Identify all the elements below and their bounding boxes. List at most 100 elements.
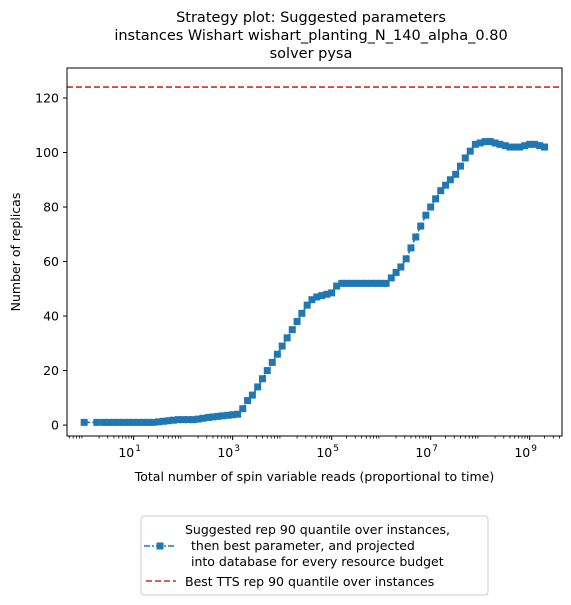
- data-point: [481, 138, 489, 146]
- data-point: [244, 397, 252, 405]
- chart-title: Strategy plot: Suggested parameters inst…: [114, 10, 507, 62]
- data-point: [536, 142, 544, 150]
- y-axis: 0 20 40 60 80 100 120: [35, 90, 67, 433]
- data-point: [541, 143, 549, 151]
- legend: Suggested rep 90 quantile over instances…: [140, 515, 489, 596]
- data-point: [214, 412, 222, 420]
- data-point: [258, 375, 266, 383]
- data-point: [155, 418, 163, 426]
- data-point: [254, 383, 262, 391]
- data-point: [446, 176, 454, 184]
- data-point: [476, 139, 484, 147]
- legend-label-suggested-line-3: into database for every resource budget: [191, 554, 444, 569]
- legend-label-suggested-line-2: then best parameter, and projected: [191, 538, 415, 553]
- title-line-1: Strategy plot: Suggested parameters: [176, 10, 446, 26]
- data-point: [526, 140, 534, 148]
- data-point: [333, 282, 341, 290]
- data-point: [392, 268, 400, 276]
- data-point: [303, 301, 311, 309]
- data-point: [412, 233, 420, 241]
- data-point: [288, 326, 296, 334]
- data-point: [298, 309, 306, 317]
- data-point: [194, 415, 202, 423]
- data-point: [179, 416, 187, 424]
- legend-entry-suggested: Suggested rep 90 quantile over instances…: [144, 522, 450, 569]
- data-point: [397, 263, 405, 271]
- data-point: [93, 418, 101, 426]
- data-point: [184, 416, 192, 424]
- data-point: [130, 418, 138, 426]
- data-point: [343, 279, 351, 287]
- data-point: [125, 418, 133, 426]
- y-tick-label: 60: [43, 254, 59, 269]
- data-point: [234, 410, 242, 418]
- data-point: [511, 143, 519, 151]
- data-point: [293, 318, 301, 326]
- x-tick-label: 101: [118, 444, 141, 460]
- legend-box: [140, 515, 489, 596]
- plot-area: 0 20 40 60 80 100 120 101 103 105 107 109: [35, 67, 563, 460]
- data-point: [219, 412, 227, 420]
- data-point: [263, 367, 271, 375]
- data-point: [471, 140, 479, 148]
- data-point: [402, 255, 410, 263]
- title-line-2: instances Wishart wishart_planting_N_140…: [114, 28, 507, 44]
- data-point: [347, 279, 355, 287]
- data-point: [531, 140, 539, 148]
- data-point: [442, 181, 450, 189]
- data-point: [273, 350, 281, 358]
- data-point: [362, 279, 370, 287]
- data-point: [189, 416, 197, 424]
- data-point: [427, 203, 435, 211]
- y-tick-label: 20: [43, 363, 59, 378]
- data-point: [209, 413, 217, 421]
- data-point: [486, 138, 494, 146]
- data-point: [417, 222, 425, 230]
- y-tick-label: 40: [43, 309, 59, 324]
- data-point: [239, 405, 247, 413]
- data-point: [174, 416, 182, 424]
- data-point: [149, 418, 157, 426]
- data-point: [169, 416, 177, 424]
- data-point: [313, 293, 321, 301]
- x-tick-label: 109: [514, 444, 537, 460]
- data-point: [407, 244, 415, 252]
- data-point: [367, 279, 375, 287]
- data-point: [110, 418, 118, 426]
- data-point: [328, 289, 336, 297]
- data-point: [516, 143, 524, 151]
- legend-label-suggested-line-1: Suggested rep 90 quantile over instances…: [185, 522, 450, 537]
- data-point: [204, 413, 212, 421]
- x-tick-label: 105: [316, 444, 339, 460]
- data-point: [387, 274, 395, 282]
- x-axis: 101 103 105 107 109: [68, 436, 560, 460]
- x-axis-label: Total number of spin variable reads (pro…: [134, 469, 495, 484]
- y-axis-label: Number of replicas: [8, 193, 23, 312]
- data-point: [422, 211, 430, 219]
- data-point: [357, 279, 365, 287]
- data-point: [521, 142, 529, 150]
- data-point: [164, 417, 172, 425]
- data-point: [382, 279, 390, 287]
- data-point: [437, 187, 445, 195]
- data-point: [268, 358, 276, 366]
- x-tick-label: 103: [217, 444, 240, 460]
- data-point: [283, 334, 291, 342]
- suggested-replicas-line: [84, 140, 545, 424]
- y-tick-label: 0: [51, 418, 59, 433]
- data-point: [432, 195, 440, 203]
- data-point: [145, 418, 153, 426]
- data-point: [318, 292, 326, 300]
- y-tick-label: 120: [35, 90, 59, 105]
- x-tick-label: 107: [415, 444, 438, 460]
- data-point: [377, 279, 385, 287]
- data-point: [456, 162, 464, 170]
- data-point: [506, 143, 514, 151]
- legend-entry-best-tts: Best TTS rep 90 quantile over instances: [146, 574, 434, 589]
- data-point: [135, 418, 143, 426]
- data-point: [140, 418, 148, 426]
- data-point: [229, 411, 237, 419]
- data-point: [248, 391, 256, 399]
- plot-frame: [66, 67, 563, 437]
